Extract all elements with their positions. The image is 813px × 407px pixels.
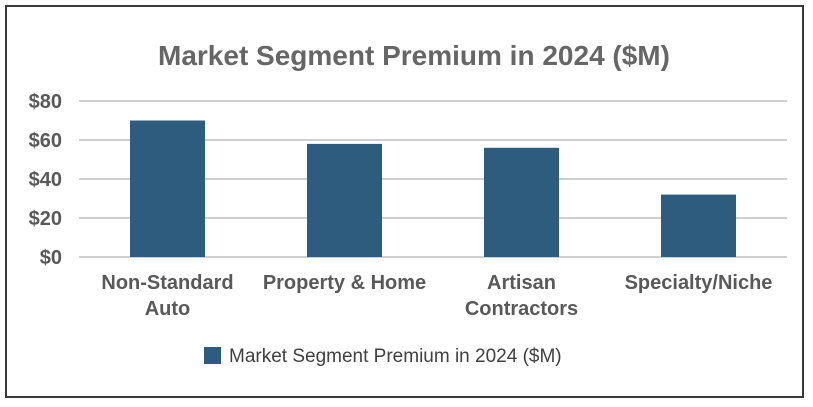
y-tick-label: $0 (40, 247, 62, 269)
legend: Market Segment Premium in 2024 ($M) (204, 346, 562, 367)
y-tick-label: $20 (29, 208, 62, 230)
x-axis-ticks: Non-Standard Auto Property & Home Artisan Co… (101, 272, 772, 320)
bar (661, 194, 736, 257)
y-axis-ticks: $0 $20 $40 $60 $80 (29, 91, 62, 269)
bars (130, 120, 736, 257)
legend-swatch (204, 347, 221, 364)
chart-frame: Market Segment Premium in 2024 ($M) $0 $2… (5, 5, 804, 398)
x-tick-label: Property & Home (263, 272, 426, 294)
bar (307, 143, 382, 257)
bar-chart: Market Segment Premium in 2024 ($M) $0 $2… (29, 40, 787, 367)
bar (484, 147, 559, 257)
chart-title: Market Segment Premium in 2024 ($M) (158, 40, 670, 71)
x-tick-label: Artisan Contractors (465, 272, 578, 320)
bar (130, 120, 205, 257)
y-tick-label: $80 (29, 91, 62, 113)
y-tick-label: $60 (29, 130, 62, 152)
legend-label: Market Segment Premium in 2024 ($M) (229, 346, 562, 367)
x-tick-label: Non-Standard Auto (101, 272, 233, 320)
x-tick-label: Specialty/Niche (625, 272, 773, 294)
y-tick-label: $40 (29, 169, 62, 191)
